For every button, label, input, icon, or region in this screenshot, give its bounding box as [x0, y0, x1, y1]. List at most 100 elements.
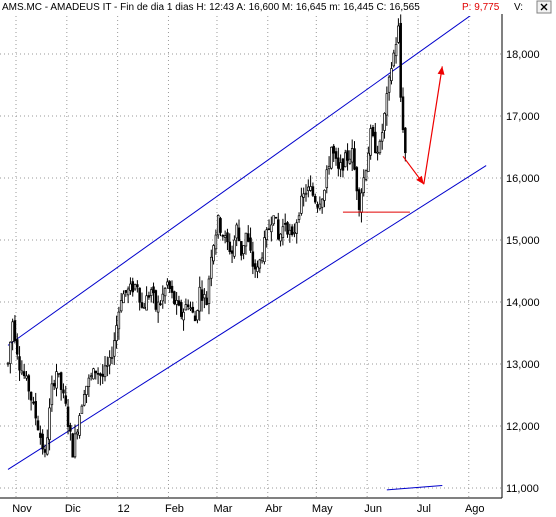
candle-body [103, 365, 107, 378]
candle [156, 295, 160, 323]
x-tick-label: Abr [265, 503, 282, 515]
candle-body [36, 420, 40, 431]
candle-body [311, 186, 315, 196]
candle-body [20, 370, 24, 374]
y-tick-label: 13,000 [506, 359, 540, 371]
candle-body [263, 237, 266, 263]
candle [122, 290, 125, 304]
candle [39, 425, 42, 445]
candle-body [13, 320, 17, 342]
candle-body [360, 192, 363, 213]
candle-body [52, 383, 56, 387]
candle-body [339, 162, 342, 170]
candle [73, 424, 77, 459]
candle-body [166, 281, 169, 286]
candle [59, 371, 63, 401]
candle [131, 277, 134, 297]
candle [337, 147, 340, 177]
candle [110, 346, 114, 364]
candle [32, 396, 35, 405]
candle [272, 215, 275, 226]
candle-body [376, 151, 379, 154]
candle [133, 283, 137, 291]
candle [69, 422, 72, 441]
candle-body [337, 157, 340, 169]
candle-body [253, 263, 257, 270]
candle [318, 196, 322, 211]
candle [203, 288, 206, 309]
candle-body [214, 234, 218, 250]
candle-body [350, 148, 354, 163]
candle-body [323, 189, 326, 201]
candle [378, 139, 382, 155]
candle [274, 216, 278, 219]
candle-body [41, 433, 44, 450]
candle [376, 145, 379, 161]
candle-body [272, 215, 275, 225]
candle [311, 182, 315, 197]
candle [113, 332, 116, 365]
candle [186, 299, 190, 311]
candle-body [189, 307, 192, 310]
candle-body [219, 218, 222, 233]
candle [297, 212, 301, 223]
candle-body [244, 232, 248, 247]
candle-body [267, 228, 271, 231]
candle-body [293, 232, 296, 234]
arrow-head [437, 66, 445, 75]
candle-body [332, 145, 335, 154]
candle-body [346, 150, 349, 161]
candle [46, 429, 49, 456]
candle-body [258, 259, 262, 269]
y-tick-label: 11,000 [506, 483, 539, 495]
candle-body [191, 306, 195, 313]
candle-body [270, 224, 273, 233]
candle [159, 300, 162, 306]
candle-body [283, 223, 287, 225]
close-icon[interactable] [536, 0, 552, 14]
y-tick-label: 18,000 [506, 49, 540, 61]
candle [210, 249, 213, 287]
candle [277, 212, 280, 241]
candle [256, 260, 259, 279]
candle [193, 310, 197, 322]
y-tick-label: 12,000 [506, 421, 540, 433]
candle-body [186, 304, 190, 308]
candle-body [110, 357, 114, 359]
candle-body [327, 165, 331, 170]
candle [196, 309, 199, 324]
candle [62, 383, 65, 399]
candle [330, 146, 333, 170]
candle-body [143, 306, 146, 309]
candle [92, 367, 95, 380]
candle-body [94, 370, 98, 374]
candle-body [307, 186, 310, 192]
upper-channel-line [7, 16, 471, 346]
candle-body [59, 372, 63, 390]
candle [344, 149, 347, 168]
overlay-layer [342, 66, 445, 491]
candle-body [92, 368, 95, 380]
candle-body [288, 229, 292, 235]
candle [341, 157, 345, 178]
candle-body [18, 356, 21, 371]
candle-body [357, 189, 361, 210]
candle [22, 364, 26, 379]
candle-body [399, 22, 402, 98]
channel-layer [7, 16, 487, 470]
candle [124, 290, 128, 297]
candle [367, 146, 370, 172]
candle [136, 280, 139, 293]
candle-body [320, 198, 324, 208]
candle-body [43, 449, 47, 453]
candle [89, 372, 93, 381]
candle-body [99, 373, 102, 376]
candle [129, 277, 132, 295]
candle [103, 356, 107, 382]
candle-body [221, 234, 225, 237]
candle-body [394, 44, 398, 57]
candle [380, 123, 384, 150]
candle-body [152, 286, 155, 294]
candle [143, 302, 146, 309]
